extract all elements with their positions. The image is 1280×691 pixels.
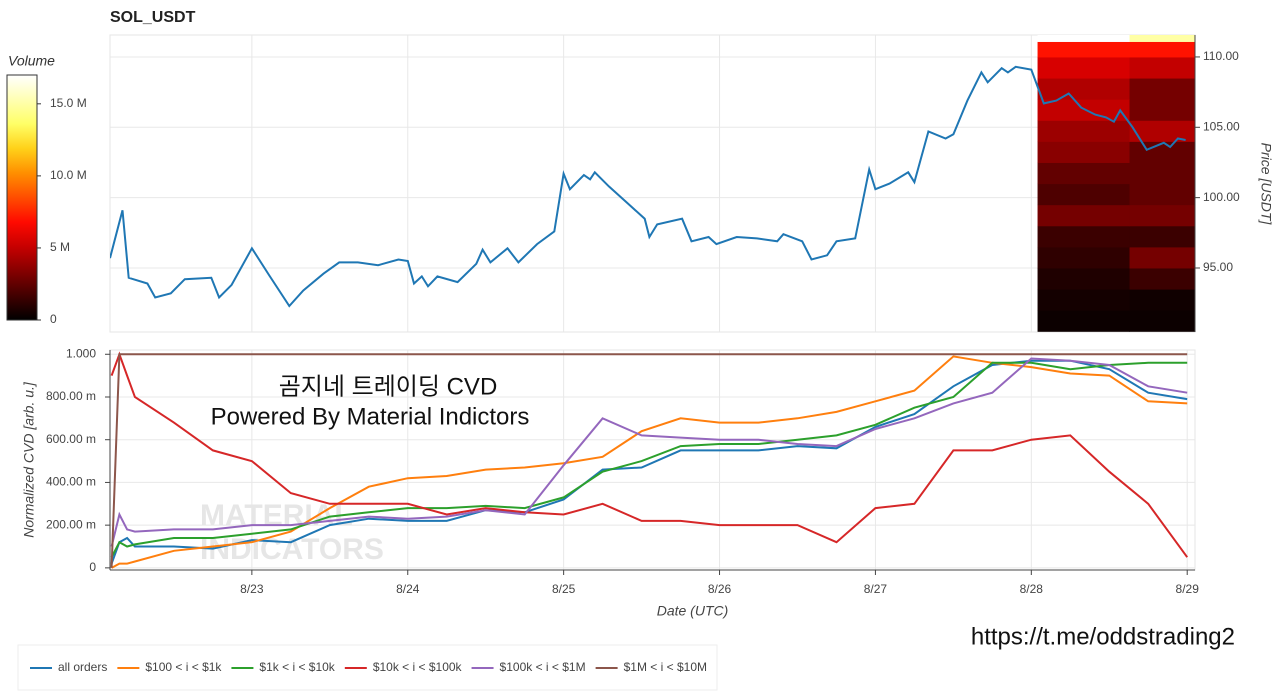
series-line xyxy=(110,353,1188,568)
colorbar-tick-label: 15.0 M xyxy=(50,96,87,110)
heatmap-cell xyxy=(1037,225,1131,248)
heatmap-cell xyxy=(1129,183,1195,206)
heatmap-cell xyxy=(1037,35,1131,42)
legend-label: $1M < i < $10M xyxy=(624,660,707,674)
x-tick-label: 8/25 xyxy=(552,582,576,596)
legend-label: $100 < i < $1k xyxy=(145,660,222,674)
y-tick-label: 200.00 m xyxy=(46,517,96,531)
annotation: 곰지네 트레이딩 CVD xyxy=(279,373,498,400)
series-line xyxy=(110,361,1188,558)
heatmap-cell xyxy=(1129,246,1195,269)
heatmap-cell xyxy=(1129,289,1195,311)
heatmap-cell xyxy=(1037,289,1131,311)
series-group xyxy=(110,65,1186,308)
x-tick-label: 8/29 xyxy=(1176,582,1200,596)
heatmap-cell xyxy=(1037,162,1131,185)
heatmap-cell xyxy=(1037,204,1131,227)
legend-label: $10k < i < $100k xyxy=(373,660,463,674)
annotation: Powered By Material Indictors xyxy=(211,403,530,430)
series-line xyxy=(110,359,1188,564)
y-tick-label: 105.00 xyxy=(1203,119,1240,133)
heatmap-cell xyxy=(1037,183,1131,206)
heatmap-cell xyxy=(1129,99,1195,121)
heatmap-cell xyxy=(1037,141,1131,163)
heatmap-cell xyxy=(1037,310,1131,332)
series-line xyxy=(110,351,1189,558)
heatmap-cell xyxy=(1129,267,1195,290)
x-tick-label: 8/28 xyxy=(1020,582,1044,596)
heatmap-cell xyxy=(1129,162,1195,185)
legend-label: $100k < i < $1M xyxy=(500,660,586,674)
plot-area xyxy=(109,34,1196,333)
series-group xyxy=(110,351,1189,569)
x-tick-label: 8/24 xyxy=(396,582,420,596)
heatmap-cell xyxy=(1129,56,1195,79)
x-tick-label: 8/23 xyxy=(240,582,264,596)
heatmap-cell xyxy=(1037,267,1131,290)
x-tick-label: 8/27 xyxy=(864,582,888,596)
watermark: INDICATORS xyxy=(200,533,384,566)
legend-label: all orders xyxy=(58,660,107,674)
heatmap-cell xyxy=(1037,246,1131,269)
y-tick-label: 600.00 m xyxy=(46,432,96,446)
heatmap-cell xyxy=(1129,310,1195,332)
series-line xyxy=(110,65,1186,308)
y-tick-label: 100.00 xyxy=(1203,190,1240,204)
heatmap-cell xyxy=(1037,41,1131,58)
colorbar-tick-label: 10.0 M xyxy=(50,168,87,182)
y-axis-label: Normalized CVD [arb. u.] xyxy=(21,381,37,538)
colorbar-label: Volume xyxy=(8,53,55,69)
colorbar-tick-label: 0 xyxy=(50,312,57,326)
series-line xyxy=(110,357,1188,547)
x-tick-label: 8/26 xyxy=(708,582,732,596)
heatmap-cell xyxy=(1037,56,1131,79)
link-text: https://t.me/oddstrading2 xyxy=(971,623,1235,650)
heatmap-cell xyxy=(1037,78,1131,100)
heatmap-cell xyxy=(1129,35,1195,42)
chart-title: SOL_USDT xyxy=(110,9,196,26)
y-tick-label: 95.00 xyxy=(1203,260,1233,274)
y-tick-label: 1.000 xyxy=(66,346,96,360)
heatmap-cell xyxy=(1037,120,1131,142)
heatmap xyxy=(1037,35,1195,332)
colorbar xyxy=(6,74,38,321)
heatmap-cell xyxy=(1129,120,1195,142)
heatmap-cell xyxy=(1129,204,1195,227)
heatmap-cell xyxy=(1129,141,1195,163)
heatmap-cell xyxy=(1129,41,1195,58)
y-tick-label: 110.00 xyxy=(1203,49,1239,63)
y-tick-label: 800.00 m xyxy=(46,389,96,403)
colorbar-tick-label: 5 M xyxy=(50,240,70,254)
heatmap-cell xyxy=(1129,225,1195,248)
y-axis-label: Price [USDT] xyxy=(1258,143,1274,226)
heatmap-cell xyxy=(1129,78,1195,100)
y-tick-label: 0 xyxy=(89,560,96,574)
y-tick-label: 400.00 m xyxy=(46,475,96,489)
x-axis-label: Date (UTC) xyxy=(657,603,729,619)
legend-label: $1k < i < $10k xyxy=(259,660,335,674)
plot-area xyxy=(109,349,1196,571)
